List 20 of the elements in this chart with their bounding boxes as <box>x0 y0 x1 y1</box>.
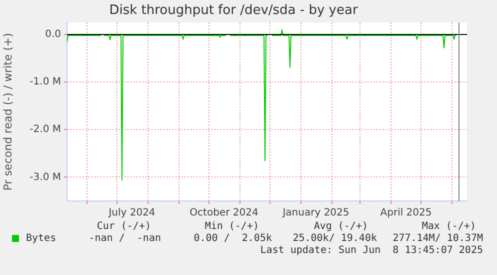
text: 0.00 / 2.05k <box>194 233 272 245</box>
y-tick-label: -1.0 M <box>30 76 61 88</box>
y-tick-label: -2.0 M <box>30 124 61 136</box>
text: Avg (-/+) <box>314 221 368 233</box>
chart-title: Disk throughput for /dev/sda - by year <box>109 3 358 18</box>
y-tick-label: -3.0 M <box>30 172 61 183</box>
text: Min (-/+) <box>204 221 259 233</box>
x-tick-label: April 2025 <box>380 208 432 219</box>
text: Max (-/+) <box>422 221 476 233</box>
text: Last update: Sun Jun 8 13:45:07 2025 <box>260 245 483 257</box>
legend-label: Bytes <box>26 233 56 244</box>
text: -nan / -nan <box>88 233 161 245</box>
x-tick-label: January 2025 <box>282 208 350 219</box>
text: Cur (-/+) <box>96 221 151 233</box>
x-tick-label: July 2024 <box>108 208 156 219</box>
x-tick-label: October 2024 <box>190 208 258 219</box>
text: 25.00k/ 19.40k <box>292 233 377 245</box>
text: 277.14M/ 10.37M <box>392 233 483 245</box>
y-axis-title: Pr second read (-) / write (+) <box>1 32 14 191</box>
y-tick-label: 0.0 <box>45 29 61 40</box>
